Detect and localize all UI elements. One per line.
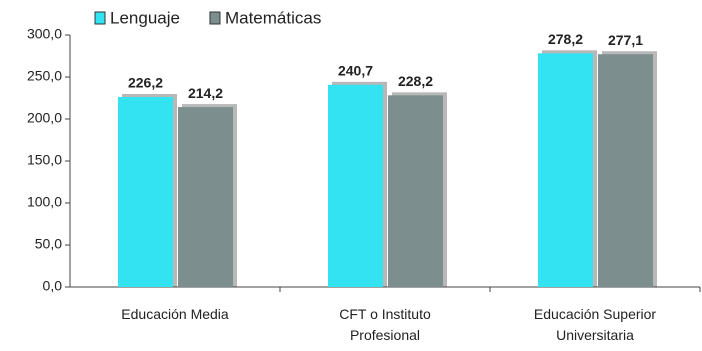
y-tick-label: 0,0 — [43, 278, 63, 294]
x-tick-label: CFT o Instituto Profesional — [339, 306, 431, 343]
y-tick-label: 300,0 — [27, 26, 62, 42]
value-label: 228,2 — [398, 73, 433, 89]
y-tick-label: 250,0 — [27, 68, 62, 84]
bar — [118, 96, 173, 287]
y-tick-label: 100,0 — [27, 194, 62, 210]
value-label: 278,2 — [548, 31, 583, 47]
legend-label: Lenguaje — [110, 8, 180, 27]
bar — [538, 53, 593, 288]
value-label: 277,1 — [608, 32, 643, 48]
bar — [178, 107, 233, 288]
value-label: 214,2 — [188, 85, 223, 101]
legend-swatch — [209, 11, 221, 25]
bar — [328, 84, 383, 287]
y-tick-label: 50,0 — [35, 236, 62, 252]
value-label: 226,2 — [128, 75, 163, 91]
y-tick-label: 150,0 — [27, 152, 62, 168]
bar — [598, 54, 653, 288]
legend-label: Matemáticas — [225, 8, 321, 27]
value-label: 240,7 — [338, 63, 373, 79]
x-tick-label: Educación Superior Universitaria — [533, 306, 657, 343]
x-tick-label: Educación Media — [121, 306, 229, 322]
y-tick-label: 200,0 — [27, 110, 62, 126]
bar — [388, 95, 443, 287]
legend-swatch — [94, 11, 106, 25]
